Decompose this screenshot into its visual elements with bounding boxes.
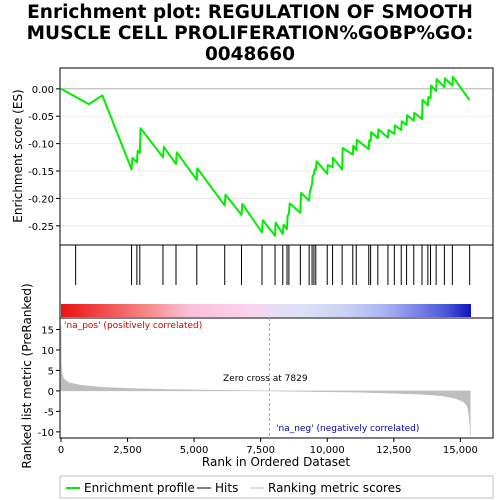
es-ytick-label: -0.20	[28, 194, 54, 205]
x-tick-label: 10,000	[310, 445, 345, 456]
metric-group	[60, 318, 471, 438]
es-ytick-label: -0.10	[28, 140, 54, 151]
rank-color-bar	[61, 304, 471, 317]
x-tick-label: 5,000	[180, 445, 209, 456]
x-tick-label: 15,000	[443, 445, 478, 456]
x-tick-label: 12,500	[376, 445, 411, 456]
es-ytick-label: -0.05	[28, 112, 54, 123]
es-panel	[59, 67, 494, 246]
es-ytick-label: -0.25	[28, 222, 54, 233]
hits-group	[75, 245, 471, 285]
es-axis-label: Enrichment score (ES)	[11, 89, 25, 222]
metric-ytick-label: -5	[44, 407, 54, 418]
metric-ytick-label: 0	[48, 387, 54, 398]
legend-es-label: Enrichment profile	[84, 481, 195, 495]
x-axis-label: Rank in Ordered Dataset	[202, 455, 350, 469]
metric-ytick-label: 10	[41, 346, 54, 357]
axes-group: 0.00 -0.05 -0.10 -0.15 -0.20 -0.25 15 10 5 0 -5 -10…	[28, 85, 478, 456]
legend-metric-label: Ranking metric scores	[268, 481, 401, 495]
enrichment-profile-line	[60, 75, 471, 237]
metric-axis-label: Ranked list metric (PreRanked)	[20, 283, 34, 468]
chart-title: Enrichment plot: REGULATION OF SMOOTH MU…	[26, 2, 474, 65]
legend: Enrichment profile Hits Ranking metric s…	[59, 475, 494, 499]
zero-cross-label: Zero cross at 7829	[223, 374, 308, 384]
x-tick-label: 0	[58, 445, 64, 456]
metric-panel	[59, 317, 494, 439]
metric-ytick-label: 15	[41, 325, 54, 336]
legend-hits-label: Hits	[215, 481, 238, 495]
legend-box	[59, 475, 494, 499]
es-ytick-label: -0.15	[28, 167, 54, 178]
x-tick-label: 7,500	[246, 445, 275, 456]
x-tick-label: 2,500	[113, 445, 142, 456]
es-ytick-label: 0.00	[32, 85, 54, 96]
pos-label: 'na_pos' (positively correlated)	[64, 321, 202, 331]
neg-label: 'na_neg' (negatively correlated)	[276, 424, 419, 434]
metric-ytick-label: -10	[38, 428, 54, 439]
metric-ytick-label: 5	[48, 366, 54, 377]
enrichment-score-group	[60, 75, 492, 237]
ranking-metric-area	[60, 325, 471, 437]
